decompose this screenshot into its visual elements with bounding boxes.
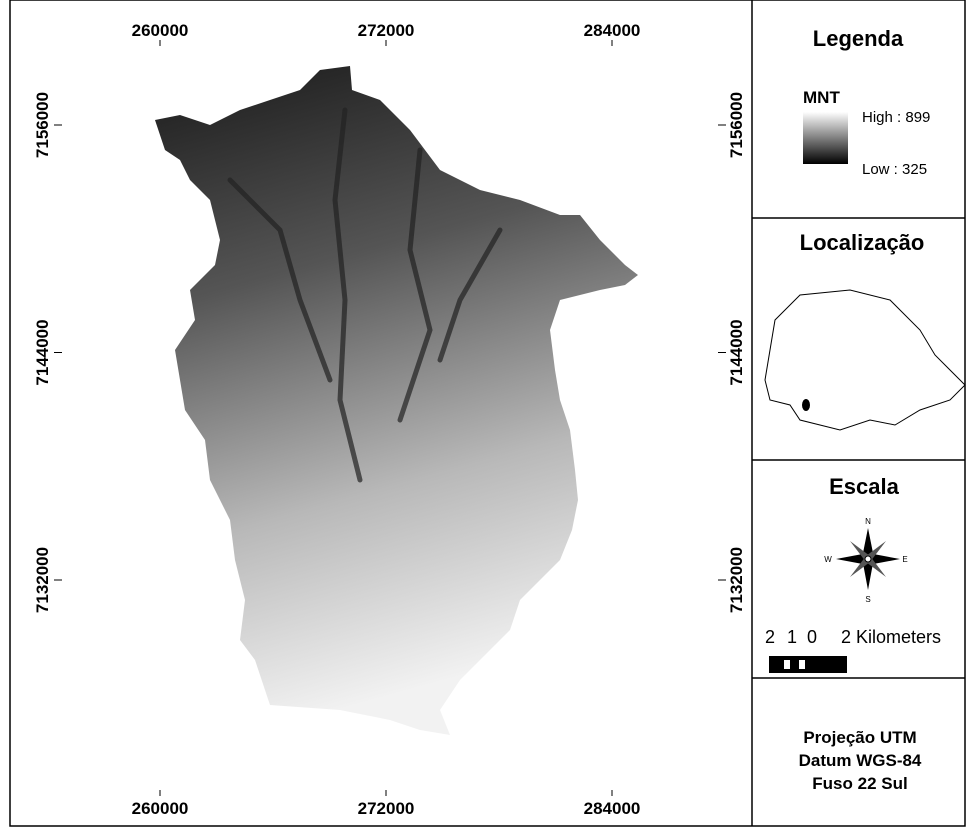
x-tick-label: 284000 — [584, 21, 641, 40]
state-outline — [764, 289, 966, 431]
compass-rose — [836, 528, 900, 590]
legend-title: Legenda — [813, 26, 904, 51]
x-tick-label: 284000 — [584, 799, 641, 818]
location-title: Localização — [800, 230, 925, 255]
projection-text: Projeção UTM — [803, 728, 916, 747]
compass-s: S — [865, 595, 870, 604]
scale-title: Escala — [829, 474, 899, 499]
compass-n: N — [865, 517, 871, 526]
y-tick-label: 7144000 — [33, 319, 52, 385]
legend-layer: MNT — [803, 88, 840, 107]
y-tick-label: 7156000 — [33, 92, 52, 158]
elevation-raster — [155, 66, 638, 735]
legend-ramp — [803, 112, 848, 164]
y-tick-label: 7156000 — [727, 92, 746, 158]
study-area — [802, 399, 810, 411]
scale-label: 1 — [787, 627, 797, 647]
legend-low: Low : 325 — [862, 161, 927, 178]
compass-e: E — [902, 555, 907, 564]
drainage — [227, 107, 503, 483]
projection-text: Datum WGS-84 — [799, 751, 922, 770]
scale-label: 0 — [807, 627, 817, 647]
compass-w: W — [824, 555, 832, 564]
x-tick-label: 272000 — [358, 799, 415, 818]
x-tick-label: 272000 — [358, 21, 415, 40]
x-tick-label: 260000 — [132, 799, 189, 818]
legend-high: High : 899 — [862, 109, 930, 126]
scale-bar — [769, 656, 847, 673]
scale-label: 2 Kilometers — [841, 627, 941, 647]
x-tick-label: 260000 — [132, 21, 189, 40]
projection-text: Fuso 22 Sul — [812, 774, 907, 793]
scale-label: 2 — [765, 627, 775, 647]
y-tick-label: 7144000 — [727, 319, 746, 385]
frame — [9, 0, 966, 827]
y-tick-label: 7132000 — [33, 547, 52, 613]
y-tick-label: 7132000 — [727, 547, 746, 613]
